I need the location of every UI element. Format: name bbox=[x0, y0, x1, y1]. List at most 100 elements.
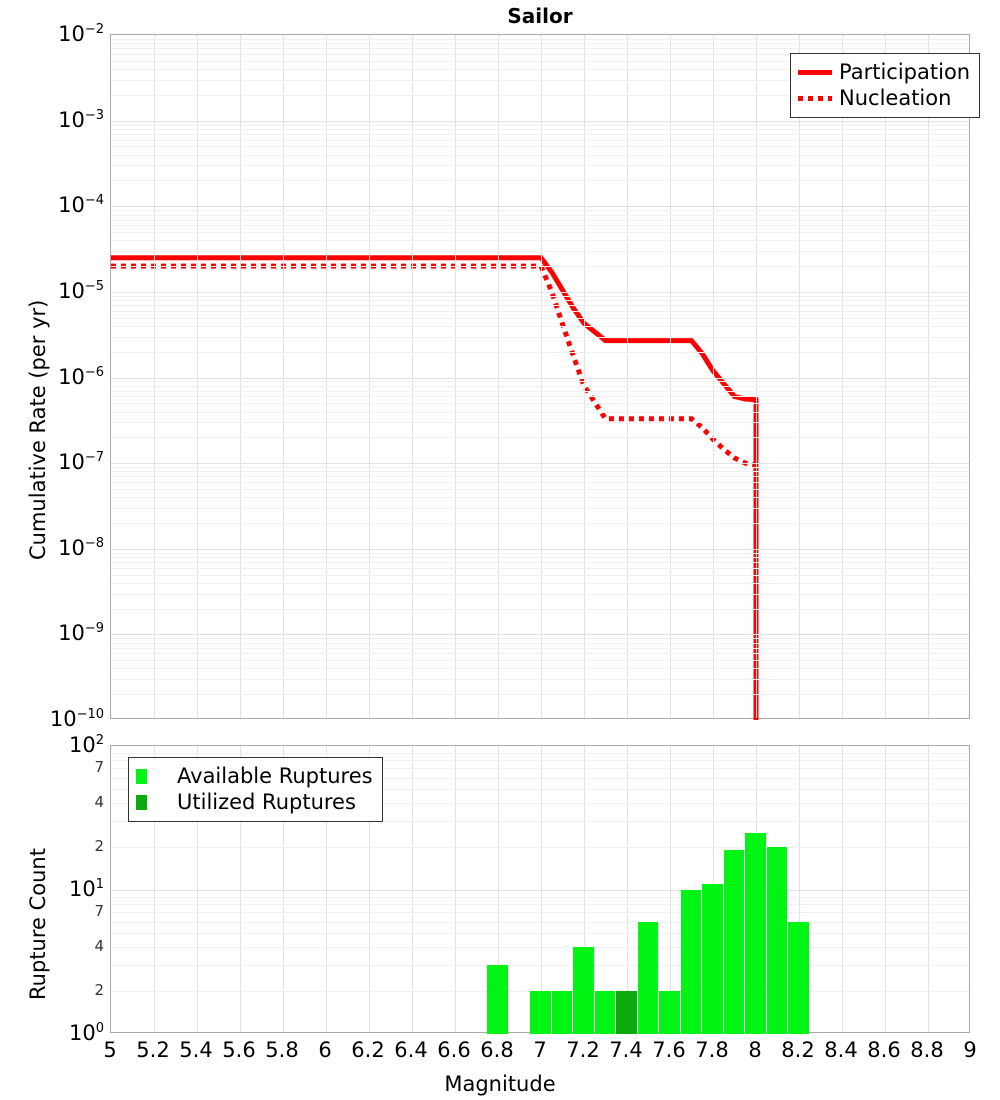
gridline-horizontal bbox=[111, 139, 969, 141]
available-rupture-segment bbox=[745, 832, 766, 1034]
gridline-horizontal bbox=[111, 390, 969, 392]
rupture-count-bar bbox=[659, 990, 680, 1034]
gridline-horizontal bbox=[111, 240, 969, 242]
top-y-tick--5: 10−5 bbox=[58, 278, 104, 303]
x-tick-8.2: 8.2 bbox=[781, 1038, 815, 1062]
gridline-horizontal bbox=[111, 128, 969, 130]
dark-green-square-swatch bbox=[136, 794, 170, 810]
bottom-y-tick-2: 102 bbox=[68, 733, 104, 757]
gridline-horizontal bbox=[111, 165, 969, 167]
gridline-horizontal bbox=[111, 295, 969, 297]
gridline-vertical bbox=[799, 746, 800, 1032]
x-tick-8.4: 8.4 bbox=[824, 1038, 858, 1062]
gridline-horizontal bbox=[111, 210, 969, 212]
gridline-horizontal bbox=[111, 437, 969, 439]
gridline-horizontal bbox=[111, 548, 969, 550]
gridline-horizontal bbox=[111, 947, 969, 949]
gridline-vertical bbox=[240, 35, 241, 718]
gridline-horizontal bbox=[111, 522, 969, 524]
gridline-vertical bbox=[584, 746, 585, 1032]
gridline-vertical bbox=[541, 746, 542, 1032]
gridline-horizontal bbox=[111, 403, 969, 405]
available-rupture-segment bbox=[487, 965, 508, 1034]
available-rupture-segment bbox=[637, 921, 659, 1034]
gridline-horizontal bbox=[111, 351, 969, 353]
gridline-horizontal bbox=[111, 471, 969, 473]
gridline-horizontal bbox=[111, 325, 969, 327]
gridline-horizontal bbox=[111, 385, 969, 387]
gridline-horizontal bbox=[111, 180, 969, 182]
gridline-vertical bbox=[627, 35, 628, 718]
gridline-horizontal bbox=[111, 463, 969, 465]
gridline-horizontal bbox=[111, 124, 969, 126]
x-tick-8: 8 bbox=[748, 1038, 762, 1062]
rupture-count-bar bbox=[702, 884, 723, 1034]
x-tick-6.2: 6.2 bbox=[351, 1038, 385, 1062]
top-y-tick--2: 10−2 bbox=[58, 22, 104, 46]
bottom-y-tick-1: 101 bbox=[68, 877, 104, 901]
legend-label-utilized-ruptures: Utilized Ruptures bbox=[177, 789, 356, 814]
rupture-count-bar bbox=[530, 990, 551, 1034]
gridline-horizontal bbox=[111, 60, 969, 62]
legend-item-available-ruptures: Available Ruptures bbox=[136, 763, 373, 789]
top-y-tick--10: 10−10 bbox=[49, 707, 104, 731]
rupture-count-bar bbox=[487, 965, 508, 1034]
gridline-horizontal bbox=[111, 146, 969, 148]
gridline-vertical bbox=[154, 35, 155, 718]
gridline-horizontal bbox=[111, 777, 969, 779]
gridline-horizontal bbox=[111, 660, 969, 662]
available-rupture-segment bbox=[573, 947, 594, 1034]
bottom-y-minor-tick-40: 4 bbox=[94, 793, 104, 812]
gridline-vertical bbox=[412, 746, 413, 1032]
available-rupture-segment bbox=[530, 990, 551, 1034]
legend-item-participation: Participation bbox=[798, 59, 970, 85]
gridline-vertical bbox=[885, 35, 886, 718]
top-plot-legend: Participation Nucleation bbox=[790, 53, 981, 118]
x-tick-6.4: 6.4 bbox=[394, 1038, 428, 1062]
gridline-horizontal bbox=[111, 668, 969, 670]
gridline-horizontal bbox=[111, 557, 969, 559]
gridline-horizontal bbox=[111, 821, 969, 823]
gridline-vertical bbox=[154, 746, 155, 1032]
gridline-horizontal bbox=[111, 846, 969, 848]
gridline-horizontal bbox=[111, 251, 969, 253]
legend-label-nucleation: Nucleation bbox=[839, 85, 952, 110]
bottom-y-minor-tick-7: 7 bbox=[94, 902, 104, 921]
gridline-horizontal bbox=[111, 567, 969, 569]
gridline-horizontal bbox=[111, 679, 969, 681]
gridline-horizontal bbox=[111, 232, 969, 234]
gridline-horizontal bbox=[111, 43, 969, 45]
gridline-vertical bbox=[928, 35, 929, 718]
gridline-vertical bbox=[498, 35, 499, 718]
gridline-horizontal bbox=[111, 133, 969, 135]
top-y-axis-label: Cumulative Rate (per yr) bbox=[26, 299, 50, 560]
bottom-y-minor-tick-2: 2 bbox=[94, 980, 104, 999]
gridline-horizontal bbox=[111, 305, 969, 307]
gridline-horizontal bbox=[111, 377, 969, 379]
rupture-count-bar bbox=[594, 990, 616, 1034]
rupture-count-bar bbox=[551, 990, 573, 1034]
x-tick-5.8: 5.8 bbox=[265, 1038, 299, 1062]
gridline-horizontal bbox=[111, 336, 969, 338]
rupture-count-bar bbox=[723, 849, 745, 1034]
rupture-count-bar bbox=[573, 947, 594, 1034]
gridline-horizontal bbox=[111, 903, 969, 905]
bottom-y-axis-label: Rupture Count bbox=[26, 848, 50, 1000]
gridline-horizontal bbox=[111, 291, 969, 293]
gridline-horizontal bbox=[111, 154, 969, 156]
solid-line-swatch bbox=[798, 64, 832, 80]
gridline-vertical bbox=[799, 35, 800, 718]
gridline-horizontal bbox=[111, 206, 969, 208]
gridline-horizontal bbox=[111, 768, 969, 770]
available-rupture-segment bbox=[766, 846, 788, 1034]
gridline-horizontal bbox=[111, 890, 969, 891]
participation-nucleation-plot bbox=[110, 34, 970, 720]
gridline-horizontal bbox=[111, 266, 969, 268]
bottom-plot-legend: Available Ruptures Utilized Ruptures bbox=[128, 757, 383, 822]
x-tick-7.4: 7.4 bbox=[609, 1038, 643, 1062]
gridline-horizontal bbox=[111, 219, 969, 221]
legend-item-utilized-ruptures: Utilized Ruptures bbox=[136, 789, 373, 815]
gridline-horizontal bbox=[111, 574, 969, 576]
x-tick-5: 5 bbox=[103, 1038, 117, 1062]
gridline-horizontal bbox=[111, 482, 969, 484]
